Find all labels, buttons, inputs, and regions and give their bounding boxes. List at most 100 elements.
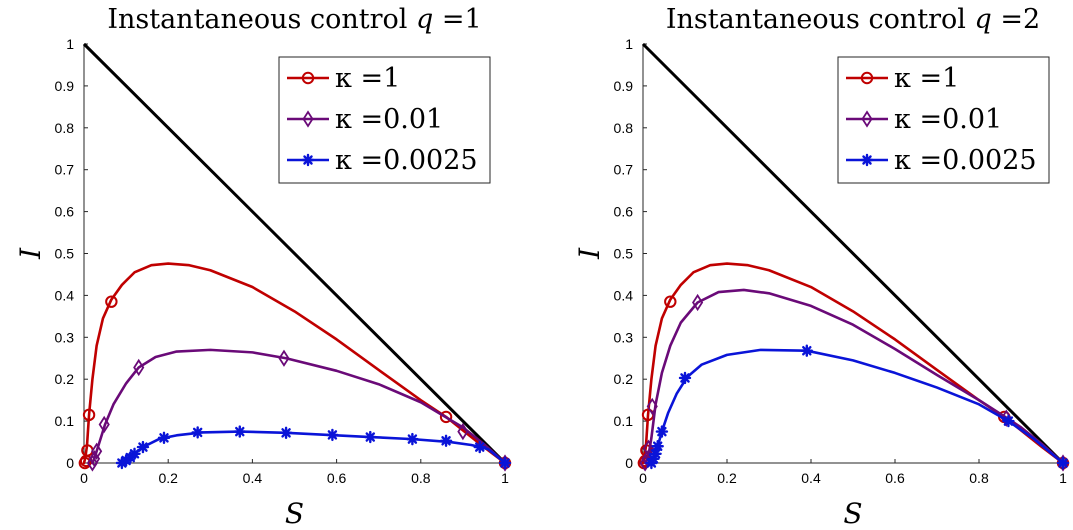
y-tick-label: 0.2 <box>614 371 634 387</box>
legend-entry-label: κ =0.01 <box>335 104 443 135</box>
boundary-line <box>82 42 507 465</box>
series-line <box>91 348 507 465</box>
data-point <box>692 293 704 312</box>
x-tick-label: 1 <box>501 470 509 486</box>
data-point <box>642 439 655 457</box>
y-tick-label: 0.1 <box>55 413 75 429</box>
y-tick-label: 0.9 <box>614 78 634 94</box>
series-line <box>643 288 1065 465</box>
data-point <box>1002 414 1015 428</box>
series-3 <box>115 425 512 470</box>
y-tick-label: 0.3 <box>55 329 75 345</box>
series-line <box>650 348 1065 465</box>
series-1 <box>637 262 1070 470</box>
data-point <box>82 408 96 422</box>
data-point <box>98 415 110 434</box>
y-tick-label: 1 <box>625 36 633 52</box>
y-tick-label: 0.4 <box>55 287 75 303</box>
data-point <box>646 397 658 416</box>
data-point <box>86 454 98 472</box>
y-tick-label: 0.8 <box>55 120 75 136</box>
legend-marker <box>861 110 873 128</box>
data-point <box>279 426 293 440</box>
legend-marker <box>302 110 314 128</box>
y-tick-label: 0.6 <box>55 204 75 220</box>
chart-panel-q1: Instantaneous control q =1 0 0.2 0.4 0.6 0.8 1… <box>14 4 512 530</box>
x-axis-label: S <box>285 497 304 530</box>
x-tick-label: 0 <box>80 470 88 486</box>
x-tick-label: 0.6 <box>885 470 905 486</box>
y-tick-label: 0.7 <box>55 162 75 178</box>
y-tick-label: 0.9 <box>55 78 75 94</box>
legend-entry-label: κ =1 <box>335 63 400 94</box>
legend-marker <box>860 71 874 85</box>
data-point <box>664 295 677 308</box>
legend-entry-label: κ =1 <box>894 63 959 94</box>
x-tick-label: 0.8 <box>411 470 431 486</box>
x-tick-label: 0.8 <box>969 470 989 486</box>
legend-entry-label: κ =0.0025 <box>335 145 478 176</box>
chart-title: Instantaneous control q =2 <box>666 4 1040 35</box>
y-tick-label: 0 <box>66 455 74 471</box>
data-point <box>157 431 171 445</box>
legend-entry-label: κ =0.0025 <box>894 145 1037 176</box>
chart-panel-q2: Instantaneous control q =2 0 0.2 0.4 0.6 0.8 1… <box>573 4 1070 530</box>
x-tick-label: 0.2 <box>717 470 737 486</box>
y-tick-label: 0.5 <box>55 246 75 262</box>
data-point <box>128 447 141 460</box>
legend-marker <box>301 71 315 85</box>
data-point <box>133 358 145 377</box>
data-point <box>439 434 453 447</box>
data-point <box>105 295 118 308</box>
series-line <box>82 262 507 465</box>
x-axis-label: S <box>843 497 862 530</box>
y-axis-label: I <box>573 247 606 260</box>
data-point <box>457 422 469 441</box>
x-tick-label: 0.2 <box>158 470 178 486</box>
series-line <box>120 430 507 465</box>
y-tick-label: 0.1 <box>614 413 634 429</box>
series-3 <box>645 344 1070 470</box>
y-tick-label: 0.5 <box>614 246 634 262</box>
data-point <box>439 410 453 424</box>
y-tick-label: 0.4 <box>614 287 634 303</box>
chart-title: Instantaneous control q =1 <box>107 4 481 35</box>
legend-marker <box>860 153 874 167</box>
data-point <box>191 426 204 439</box>
data-point <box>800 344 813 357</box>
data-point <box>364 430 377 444</box>
data-point <box>655 425 669 438</box>
legend-entry-label: κ =0.01 <box>894 104 1002 135</box>
y-tick-label: 1 <box>66 36 74 52</box>
data-point <box>91 442 103 460</box>
data-point <box>326 428 339 442</box>
series-2 <box>639 288 1069 472</box>
x-tick-label: 0.4 <box>243 470 263 486</box>
y-tick-label: 0.2 <box>55 371 75 387</box>
x-tick-label: 0.4 <box>801 470 821 486</box>
x-tick-label: 1 <box>1059 470 1067 486</box>
boundary-line <box>641 42 1065 465</box>
data-point <box>278 349 290 367</box>
x-tick-label: 0 <box>639 470 647 486</box>
y-axis-label: I <box>14 247 47 260</box>
legend-marker <box>301 153 315 167</box>
data-point <box>498 456 512 470</box>
y-tick-label: 0.8 <box>614 120 634 136</box>
x-tick-label: 0.6 <box>327 470 347 486</box>
y-tick-label: 0.6 <box>614 204 634 220</box>
data-point <box>649 447 662 460</box>
legend: κ =1 κ =0.01 κ =0.0025 <box>278 56 491 184</box>
data-point <box>678 371 692 385</box>
data-point <box>233 425 246 438</box>
data-point <box>406 432 419 446</box>
data-point <box>473 440 486 454</box>
data-point <box>651 440 664 453</box>
data-point <box>1056 456 1070 470</box>
y-tick-label: 0.7 <box>614 162 634 178</box>
y-tick-label: 0.3 <box>614 329 634 345</box>
y-tick-label: 0 <box>625 455 633 471</box>
legend: κ =1 κ =0.01 κ =0.0025 <box>837 56 1050 184</box>
series-2 <box>86 348 511 472</box>
